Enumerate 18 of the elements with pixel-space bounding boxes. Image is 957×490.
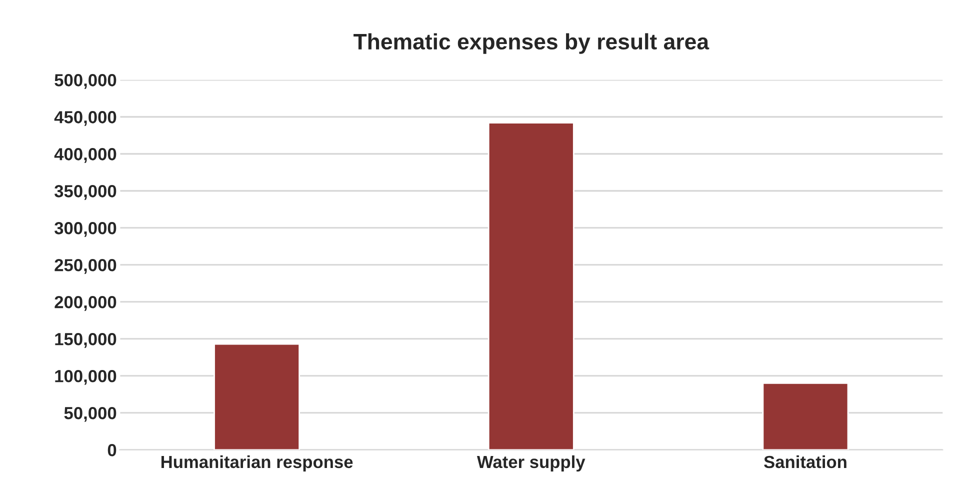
bar xyxy=(214,343,300,450)
bar xyxy=(762,382,849,450)
y-tick-label: 200,000 xyxy=(54,296,116,311)
y-tick-label: 150,000 xyxy=(55,333,116,348)
y-tick-label: 500,000 xyxy=(54,74,116,89)
y-tick-label: 400,000 xyxy=(54,148,116,163)
chart-title: Thematic expenses by result area xyxy=(354,33,710,54)
bar xyxy=(488,122,574,450)
y-tick-label: 100,000 xyxy=(55,370,116,385)
y-tick-label: 50,000 xyxy=(64,406,116,422)
y-tick-label: 350,000 xyxy=(54,185,116,200)
y-tick-label: 0 xyxy=(108,444,116,456)
x-tick-label: Water supply xyxy=(476,455,586,472)
y-tick-label: 300,000 xyxy=(54,222,116,237)
y-tick-label: 450,000 xyxy=(54,111,116,126)
x-tick-label: Sanitation xyxy=(764,455,846,468)
y-tick-label: 250,000 xyxy=(54,259,116,274)
x-tick-label: Humanitarian response xyxy=(161,455,353,472)
